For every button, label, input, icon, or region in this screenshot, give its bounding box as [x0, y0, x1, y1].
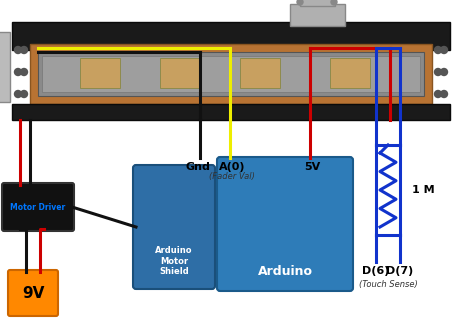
Text: Arduino: Arduino — [257, 265, 312, 278]
Circle shape — [20, 46, 27, 54]
Text: D(7): D(7) — [386, 266, 414, 276]
Circle shape — [440, 90, 447, 98]
FancyBboxPatch shape — [8, 270, 58, 316]
Bar — [42, 56, 420, 92]
Bar — [240, 58, 280, 88]
Bar — [30, 44, 432, 104]
Text: (Touch Sense): (Touch Sense) — [359, 280, 418, 289]
Text: Gnd: Gnd — [185, 162, 210, 172]
Text: Motor Driver: Motor Driver — [10, 203, 65, 212]
Bar — [0, 32, 10, 102]
Bar — [12, 22, 450, 50]
Bar — [290, 4, 345, 26]
Bar — [330, 58, 370, 88]
FancyBboxPatch shape — [133, 165, 215, 289]
FancyBboxPatch shape — [2, 183, 74, 231]
Bar — [38, 52, 424, 96]
Text: Arduino
Motor
Shield: Arduino Motor Shield — [155, 246, 193, 276]
Circle shape — [440, 46, 447, 54]
FancyBboxPatch shape — [217, 157, 353, 291]
Circle shape — [15, 90, 21, 98]
Circle shape — [15, 69, 21, 75]
Circle shape — [297, 0, 303, 5]
Text: D(6): D(6) — [362, 266, 390, 276]
Circle shape — [20, 90, 27, 98]
Text: A(0): A(0) — [219, 162, 245, 172]
Text: 9V: 9V — [22, 286, 44, 301]
Text: 5V: 5V — [304, 162, 320, 172]
Circle shape — [440, 69, 447, 75]
Circle shape — [435, 69, 441, 75]
Circle shape — [435, 90, 441, 98]
Bar — [300, 0, 335, 6]
Text: 1 M: 1 M — [412, 185, 435, 195]
Bar — [80, 58, 120, 88]
Bar — [12, 104, 450, 120]
Circle shape — [20, 69, 27, 75]
Bar — [160, 58, 200, 88]
Circle shape — [331, 0, 337, 5]
Circle shape — [435, 46, 441, 54]
Text: (Fader Val): (Fader Val) — [209, 172, 255, 181]
Circle shape — [15, 46, 21, 54]
